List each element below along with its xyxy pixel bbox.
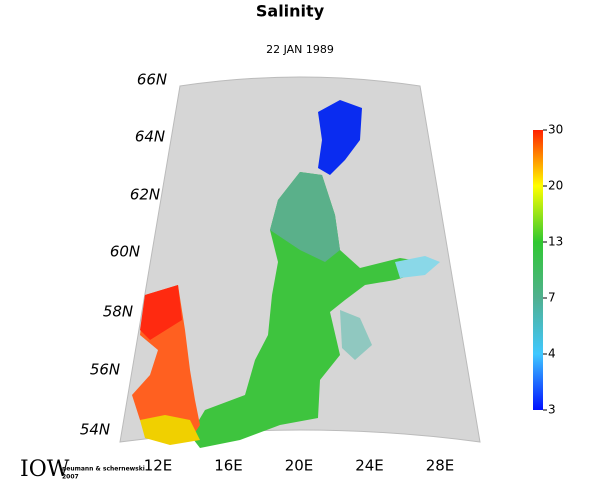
- credit-year: 2007: [62, 474, 79, 481]
- latitude-label: 64N: [135, 128, 165, 146]
- sea-bothnian: [270, 172, 340, 262]
- latitude-label: 54N: [80, 421, 110, 439]
- longitude-label: 16E: [214, 457, 243, 475]
- colorbar-tick-label: 4: [548, 347, 556, 361]
- colorbar-tick-label: 7: [548, 291, 556, 305]
- longitude-label: 12E: [144, 457, 173, 475]
- colorbar-tick-label: 20: [548, 179, 563, 193]
- map-title: Salinity: [256, 2, 325, 21]
- longitude-label: 28E: [426, 457, 455, 475]
- colorbar-tick-label: 3: [548, 403, 556, 417]
- colorbar-tick-label: 13: [548, 235, 563, 249]
- credit-logo: IOW: [20, 457, 70, 482]
- sea-bothnian-bay: [318, 100, 362, 175]
- sea-gulf-riga: [340, 310, 372, 360]
- sea-gulf-finland: [395, 256, 440, 278]
- sea-belts: [140, 415, 200, 445]
- longitude-label: 24E: [355, 457, 384, 475]
- longitude-label: 20E: [285, 457, 314, 475]
- colorbar-tick-label: 30: [548, 123, 563, 137]
- colorbar: [533, 130, 543, 410]
- latitude-label: 58N: [103, 303, 133, 321]
- map-date: 22 JAN 1989: [266, 43, 334, 56]
- longitude-labels: 12E 16E 20E 24E 28E: [144, 457, 455, 475]
- latitude-label: 56N: [90, 361, 120, 379]
- latitude-labels: 66N 64N 62N 60N 58N 56N 54N: [80, 71, 167, 439]
- latitude-label: 66N: [137, 71, 167, 89]
- sea-skagerrak: [140, 285, 182, 340]
- latitude-label: 62N: [130, 186, 160, 204]
- latitude-label: 60N: [110, 243, 140, 261]
- sea-baltic: [190, 172, 425, 448]
- colorbar-ticks: 3 4 7 13 20 30: [543, 123, 563, 417]
- credit-authors: neumann & schernewski: [62, 466, 145, 473]
